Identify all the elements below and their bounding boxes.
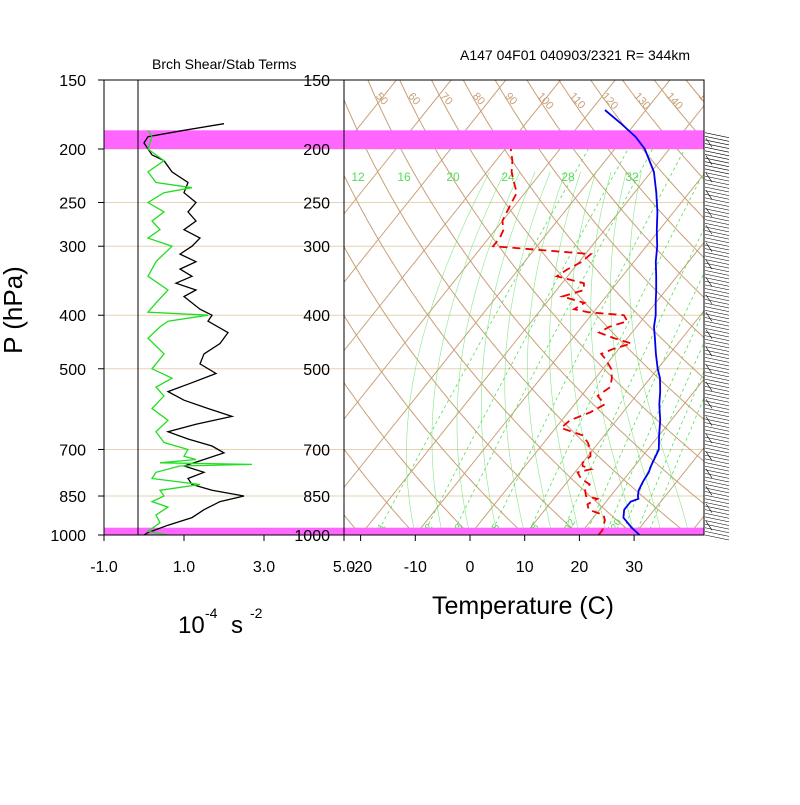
pressure-tick-label: 700 [303,442,330,459]
wind-barb-flag [706,243,712,252]
wind-barb-flag [706,156,712,165]
wind-barb-flag [706,138,712,147]
pressure-tick-label: 1000 [294,528,330,545]
mixing-ratio-label: 20 [446,170,460,184]
shaded-layers [104,130,704,535]
moist-adiabat [457,172,520,535]
moist-adiabat [629,172,688,535]
dry-adiabat [767,64,800,547]
wind-barb-flag [706,486,712,495]
mixing-ratio-label: 12 [351,170,365,184]
pressure-tick-label: 400 [303,308,330,325]
x-tick-label-right: 0 [466,559,475,576]
wind-barbs [705,133,729,540]
left-panel-title: Brch Shear/Stab Terms [152,56,296,72]
x-tick-label-right: -10 [404,559,427,576]
x-tick-label-right: 10 [516,559,534,576]
pressure-tick-label: 250 [303,196,330,213]
dry-adiabat-label: 140 [664,90,685,112]
x-tick-label-left: 1.0 [173,559,195,576]
pressure-tick-label: 700 [59,442,86,459]
pressure-tick-label: 500 [59,362,86,379]
x-tick-label-right: 20 [571,559,589,576]
unit-seconds-exponent: -2 [250,605,263,621]
moist-adiabat [591,172,634,535]
dry-adiabat-label: 150 [696,90,717,112]
dry-adiabat-label: 120 [599,90,620,112]
moist-adiabat [549,172,580,535]
isotherm [744,0,800,535]
left-panel-curves [144,124,252,535]
wind-barb-flag [706,330,712,339]
pressure-tick-label: 500 [303,362,330,379]
pressure-tick-label: 300 [59,239,86,256]
pressure-tick-label: 200 [303,142,330,159]
x-tick-label-right: 30 [625,559,643,576]
mixing-ratio-label: 28 [561,170,575,184]
pressure-tick-label: 400 [59,308,86,325]
wind-barb-flag [706,225,712,234]
pressure-tick-label: 150 [59,73,86,90]
dry-adiabat-label: 110 [567,90,588,111]
dry-adiabat [735,64,800,547]
isotherm [689,0,800,535]
mixing-ratio-label: 16 [397,170,411,184]
mixing-ratio-label: 24 [501,170,515,184]
mixing-ratio-label: 32 [625,170,639,184]
dry-adiabat-label: 60 [405,90,422,107]
mixing-ratio-line [423,149,628,535]
unit-exponent: -4 [205,605,218,621]
y-axis-label: P (hPa) [0,266,28,354]
shaded-layer [104,528,704,535]
dry-adiabat [704,64,800,547]
dry-adiabat-label: 90 [502,90,519,107]
x-tick-label-left: 3.0 [253,559,275,576]
shaded-layer [104,130,704,149]
x-tick-label-left: -1.0 [90,559,118,576]
pressure-tick-label: 1000 [50,528,86,545]
shear-term-line [144,124,244,535]
wind-barb-flag [706,417,712,426]
mixing-ratio-line [586,149,764,535]
wind-barb-flag [706,312,712,321]
x-tick-label-right: -20 [349,559,372,576]
mixing-ratio-line [376,149,588,535]
pressure-tick-label: 850 [303,489,330,506]
dry-adiabat-label: 80 [470,90,487,107]
x-axis-label-left: 10 -4 s -2 [178,605,263,639]
wind-barb-flag [706,504,712,513]
figure-title: A147 04F01 040903/2321 R= 344km [460,47,690,63]
wind-barb-flag [706,382,712,391]
moist-adiabat [406,172,489,535]
pressure-tick-label: 850 [59,489,86,506]
pressure-tick-label: 200 [59,142,86,159]
pressure-tick-label: 250 [59,196,86,213]
pressure-tick-label: 150 [303,73,330,90]
wind-barb-flag [706,208,712,217]
pressure-labels-left: 150 200 250 300 400 500 700 850 1000 [50,73,86,545]
moist-adiabat [481,172,535,535]
mixing-ratio-line [622,149,794,535]
unit-base: 10 [178,612,205,639]
pressure-tick-label: 300 [303,239,330,256]
dry-adiabat-label: 50 [373,90,390,107]
x-axis-label-right: Temperature (C) [432,592,614,620]
dry-adiabat-label: 130 [631,90,652,112]
wind-barb-flag [706,295,712,304]
mixing-ratio-line [561,149,744,535]
wind-barb-flag [706,399,712,408]
unit-seconds: s [231,612,243,639]
